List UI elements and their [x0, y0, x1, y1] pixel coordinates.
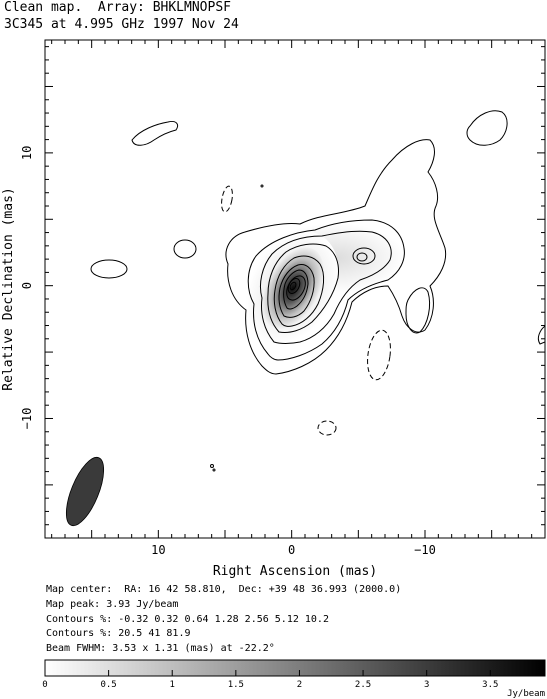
- contour-island-w2: [90, 259, 128, 279]
- neg-contour-1: [221, 185, 233, 213]
- contour-outer: [225, 139, 447, 375]
- colorbar-tick-label: 3.5: [482, 680, 498, 690]
- colorbar-tick-label: 0: [42, 680, 47, 690]
- axes: 10 0 −10 10 0 −10: [20, 40, 546, 557]
- map-title: Clean map. Array: BHKLMNOPSF: [4, 0, 231, 15]
- contour-island-w: [173, 239, 197, 259]
- x-tick-label: 0: [288, 543, 295, 557]
- colorbar-tick-label: 2.5: [355, 680, 371, 690]
- colorbar: [44, 659, 546, 677]
- contour-edge-e: [537, 325, 545, 345]
- contours-text-2: Contours %: 20.5 41 81.9: [46, 628, 191, 639]
- colorbar-tick-label: 0.5: [100, 680, 116, 690]
- colorbar-unit: Jy/beam: [507, 689, 545, 699]
- colorbar-tick-label: 3: [424, 680, 429, 690]
- negative-contours: [221, 185, 391, 436]
- y-tick-label: 0: [20, 282, 34, 289]
- y-tick-label: −10: [20, 408, 34, 430]
- contour-3: [259, 230, 392, 344]
- x-axis-label: Right Ascension (mas): [213, 564, 377, 579]
- contour-6: [278, 264, 315, 318]
- contour-5: [273, 255, 325, 327]
- map-peak-text: Map peak: 3.93 Jy/beam: [46, 599, 179, 610]
- x-tick-label: −10: [414, 543, 436, 557]
- y-tick-label: 10: [20, 146, 34, 160]
- contour-dot-2: [210, 464, 214, 468]
- neg-contour-2: [367, 329, 391, 381]
- contour-7: [283, 269, 309, 310]
- contour-10: [289, 281, 297, 291]
- map-image: [65, 110, 545, 527]
- x-tick-label: 10: [151, 543, 165, 557]
- colorbar-tick-label: 1: [170, 680, 175, 690]
- contour-lines: [90, 110, 545, 472]
- contour-island-ne: [466, 110, 508, 146]
- contour-lobe-south: [405, 287, 431, 334]
- neg-contour-3: [317, 420, 337, 436]
- colorbar-tick-label: 2: [297, 680, 302, 690]
- contour-blob-east: [352, 247, 376, 265]
- contour-blob-east-inner: [356, 252, 368, 262]
- beam-ellipse: [65, 456, 105, 527]
- contour-dot-3: [212, 468, 216, 472]
- colorbar-tick-label: 1.5: [228, 680, 244, 690]
- contour-4: [267, 243, 339, 333]
- contour-2: [247, 219, 405, 361]
- contours-text-1: Contours %: -0.32 0.32 0.64 1.28 2.56 5.…: [46, 614, 329, 625]
- colorbar-ticks: 0 0.5 1 1.5 2 2.5 3 3.5: [42, 670, 498, 690]
- contour-dot-1: [260, 184, 264, 188]
- contour-island-nw: [131, 121, 179, 146]
- map-center-text: Map center: RA: 16 42 58.810, Dec: +39 4…: [46, 584, 402, 595]
- map-subtitle: 3C345 at 4.995 GHz 1997 Nov 24: [4, 17, 239, 32]
- beam-text: Beam FWHM: 3.53 x 1.31 (mas) at -22.2°: [46, 643, 275, 654]
- y-axis-label: Relative Declination (mas): [1, 187, 16, 391]
- contour-9: [287, 278, 301, 294]
